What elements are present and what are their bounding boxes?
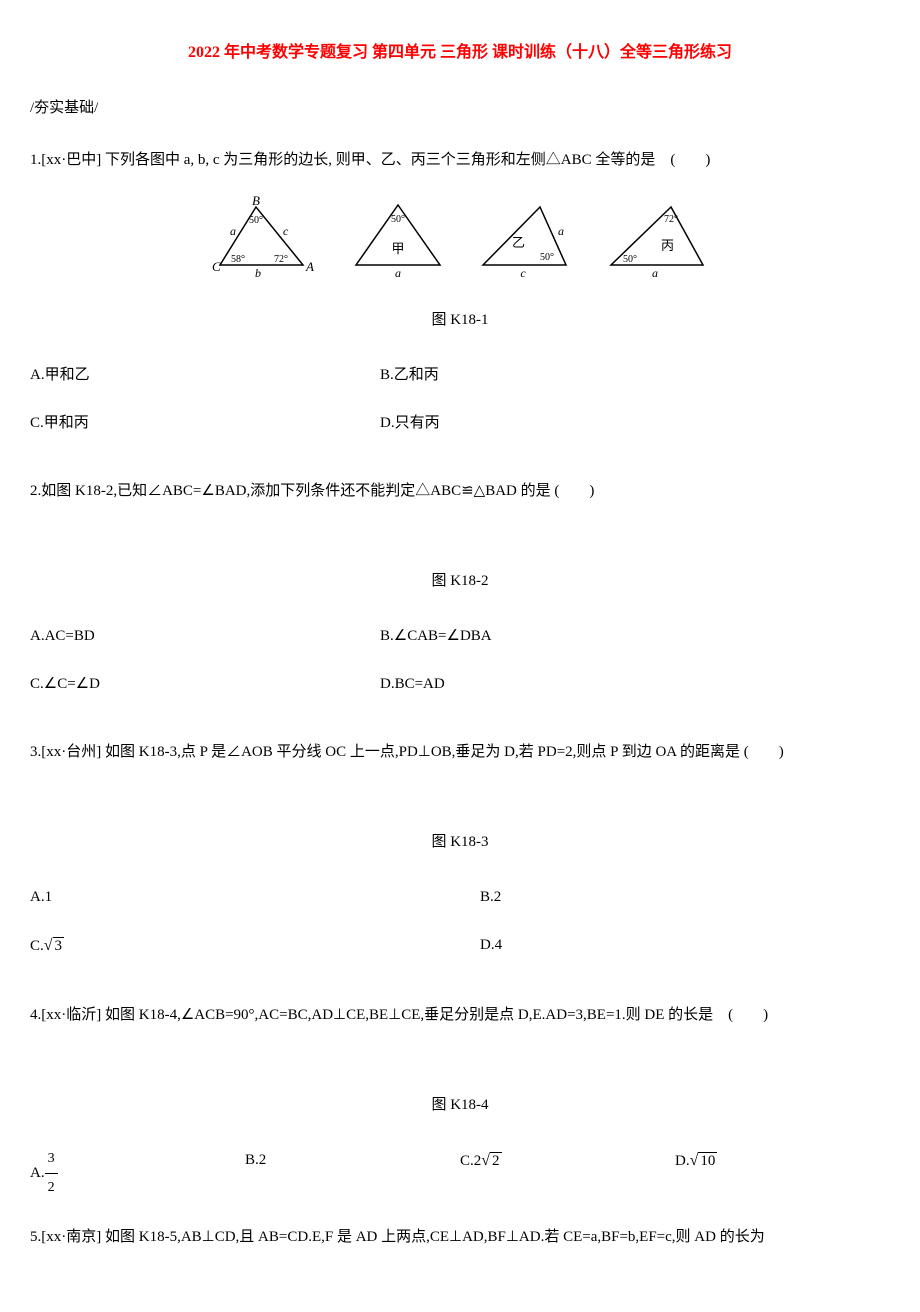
svg-text:50°: 50° bbox=[540, 252, 554, 263]
svg-text:50°: 50° bbox=[391, 214, 405, 225]
svg-text:c: c bbox=[520, 266, 526, 280]
doc-title: 2022 年中考数学专题复习 第四单元 三角形 课时训练（十八）全等三角形练习 bbox=[30, 40, 890, 66]
question-5: 5.[xx·南京] 如图 K18-5,AB⊥CD,且 AB=CD.E,F 是 A… bbox=[30, 1222, 890, 1252]
svg-text:a: a bbox=[652, 266, 658, 280]
q2-optC: C.∠C=∠D bbox=[30, 669, 380, 699]
q4-optA: A.32 bbox=[30, 1145, 245, 1202]
q1-fig-label: 图 K18-1 bbox=[30, 305, 890, 335]
svg-text:50°: 50° bbox=[623, 254, 637, 265]
svg-text:50°: 50° bbox=[249, 215, 263, 226]
q1-options: A.甲和乙 B.乙和丙 C.甲和丙 D.只有丙 bbox=[30, 360, 890, 456]
q1-optC: C.甲和丙 bbox=[30, 408, 380, 438]
svg-text:乙: 乙 bbox=[512, 235, 525, 250]
q2-fig-label: 图 K18-2 bbox=[30, 566, 890, 596]
question-4: 4.[xx·临沂] 如图 K18-4,∠ACB=90°,AC=BC,AD⊥CE,… bbox=[30, 1000, 890, 1202]
q2-options: A.AC=BD B.∠CAB=∠DBA C.∠C=∠D D.BC=AD bbox=[30, 621, 890, 717]
q5-text: 5.[xx·南京] 如图 K18-5,AB⊥CD,且 AB=CD.E,F 是 A… bbox=[30, 1222, 890, 1252]
q4-optB: B.2 bbox=[245, 1145, 460, 1202]
svg-text:甲: 甲 bbox=[391, 241, 404, 256]
q1-optB: B.乙和丙 bbox=[380, 360, 730, 390]
svg-text:72°: 72° bbox=[664, 214, 678, 225]
svg-text:b: b bbox=[255, 266, 261, 280]
q3-options: A.1 B.2 C.3 D.4 bbox=[30, 882, 890, 980]
svg-text:丙: 丙 bbox=[661, 238, 674, 253]
triangle-abc: B C A a c b 50° 58° 72° bbox=[208, 195, 318, 280]
question-2: 2.如图 K18-2,已知∠ABC=∠BAD,添加下列条件还不能判定△ABC≌△… bbox=[30, 476, 890, 717]
q3-fig-label: 图 K18-3 bbox=[30, 827, 890, 857]
q4-fig-label: 图 K18-4 bbox=[30, 1090, 890, 1120]
q4-optD: D.10 bbox=[675, 1145, 890, 1202]
q3-optC: C.3 bbox=[30, 930, 480, 962]
q2-text: 2.如图 K18-2,已知∠ABC=∠BAD,添加下列条件还不能判定△ABC≌△… bbox=[30, 476, 890, 506]
svg-text:a: a bbox=[395, 266, 401, 280]
triangle-jia: 50° 甲 a bbox=[348, 195, 448, 280]
question-3: 3.[xx·台州] 如图 K18-3,点 P 是∠AOB 平分线 OC 上一点,… bbox=[30, 737, 890, 980]
triangle-bing: 72° 50° 丙 a bbox=[603, 195, 713, 280]
q4-optC: C.22 bbox=[460, 1145, 675, 1202]
svg-text:58°: 58° bbox=[231, 254, 245, 265]
section-label: /夯实基础/ bbox=[30, 96, 890, 120]
svg-text:a: a bbox=[558, 224, 564, 238]
q1-text: 1.[xx·巴中] 下列各图中 a, b, c 为三角形的边长, 则甲、乙、丙三… bbox=[30, 145, 890, 175]
q2-optB: B.∠CAB=∠DBA bbox=[380, 621, 730, 651]
q2-optA: A.AC=BD bbox=[30, 621, 380, 651]
q1-diagram: B C A a c b 50° 58° 72° 50° 甲 a 乙 50° a … bbox=[30, 195, 890, 280]
svg-text:A: A bbox=[305, 259, 314, 274]
q4-options: A.32 B.2 C.22 D.10 bbox=[30, 1145, 890, 1202]
q1-optD: D.只有丙 bbox=[380, 408, 730, 438]
triangle-yi: 乙 50° a c bbox=[478, 195, 573, 280]
q3-optA: A.1 bbox=[30, 882, 480, 912]
svg-text:72°: 72° bbox=[274, 254, 288, 265]
q3-text: 3.[xx·台州] 如图 K18-3,点 P 是∠AOB 平分线 OC 上一点,… bbox=[30, 737, 890, 767]
svg-text:a: a bbox=[230, 224, 236, 238]
q2-optD: D.BC=AD bbox=[380, 669, 730, 699]
question-1: 1.[xx·巴中] 下列各图中 a, b, c 为三角形的边长, 则甲、乙、丙三… bbox=[30, 145, 890, 456]
svg-text:C: C bbox=[212, 259, 221, 274]
q4-text: 4.[xx·临沂] 如图 K18-4,∠ACB=90°,AC=BC,AD⊥CE,… bbox=[30, 1000, 890, 1030]
svg-text:c: c bbox=[283, 224, 289, 238]
q3-optD: D.4 bbox=[480, 930, 830, 962]
svg-text:B: B bbox=[252, 195, 260, 208]
q1-optA: A.甲和乙 bbox=[30, 360, 380, 390]
q3-optB: B.2 bbox=[480, 882, 830, 912]
